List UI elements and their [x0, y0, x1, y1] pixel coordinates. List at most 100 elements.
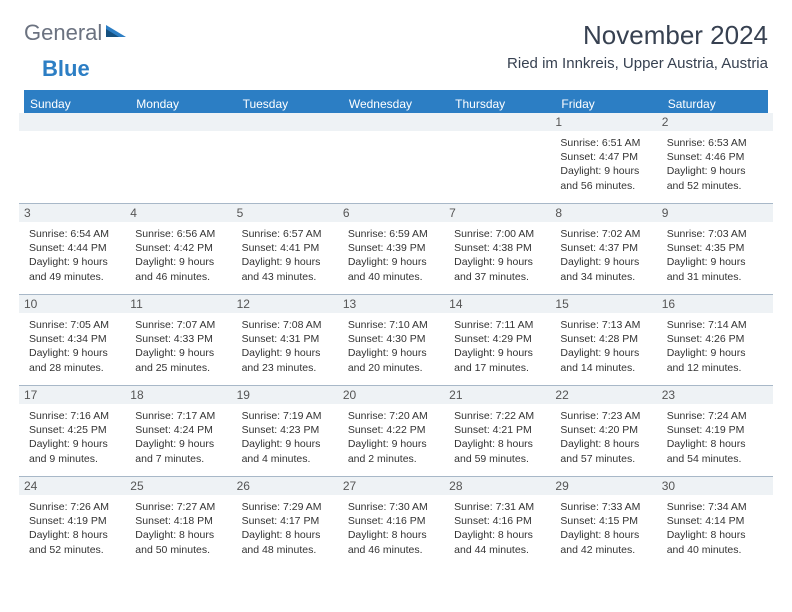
- day-sunrise: Sunrise: 7:22 AM: [454, 409, 550, 423]
- day-sunrise: Sunrise: 7:27 AM: [135, 500, 231, 514]
- day-sunrise: Sunrise: 7:30 AM: [348, 500, 444, 514]
- day-cell: [343, 134, 449, 206]
- day-sunset: Sunset: 4:30 PM: [348, 332, 444, 346]
- day-sunrise: Sunrise: 6:56 AM: [135, 227, 231, 241]
- day-sunset: Sunset: 4:44 PM: [29, 241, 125, 255]
- day-number: 12: [232, 294, 348, 313]
- day-cell: Sunrise: 6:54 AMSunset: 4:44 PMDaylight:…: [24, 225, 130, 297]
- day-number: 11: [125, 294, 241, 313]
- day-sunrise: Sunrise: 7:33 AM: [560, 500, 656, 514]
- day-number: 30: [657, 476, 773, 495]
- day-number: 24: [19, 476, 135, 495]
- day-sunrise: Sunrise: 7:07 AM: [135, 318, 231, 332]
- day-sunrise: Sunrise: 6:54 AM: [29, 227, 125, 241]
- day-sunrise: Sunrise: 7:11 AM: [454, 318, 550, 332]
- day-day1: Daylight: 8 hours: [348, 528, 444, 542]
- week-strip: 12: [24, 116, 768, 134]
- day-sunrise: Sunrise: 6:57 AM: [242, 227, 338, 241]
- day-day2: and 43 minutes.: [242, 270, 338, 284]
- day-day2: and 59 minutes.: [454, 452, 550, 466]
- day-sunset: Sunset: 4:15 PM: [560, 514, 656, 528]
- weeks-container: 12Sunrise: 6:51 AMSunset: 4:47 PMDayligh…: [24, 116, 768, 570]
- day-day1: Daylight: 9 hours: [29, 437, 125, 451]
- calendar: Sunday Monday Tuesday Wednesday Thursday…: [24, 90, 768, 570]
- day-cell: Sunrise: 7:10 AMSunset: 4:30 PMDaylight:…: [343, 316, 449, 388]
- day-cell: Sunrise: 7:03 AMSunset: 4:35 PMDaylight:…: [662, 225, 768, 297]
- week-strip: 17181920212223: [24, 388, 768, 407]
- day-sunset: Sunset: 4:38 PM: [454, 241, 550, 255]
- day-day2: and 9 minutes.: [29, 452, 125, 466]
- day-sunrise: Sunrise: 7:34 AM: [667, 500, 763, 514]
- day-cell: Sunrise: 7:17 AMSunset: 4:24 PMDaylight:…: [130, 407, 236, 479]
- day-day2: and 23 minutes.: [242, 361, 338, 375]
- day-sunset: Sunset: 4:14 PM: [667, 514, 763, 528]
- day-number: 5: [232, 203, 348, 222]
- day-number: 7: [444, 203, 560, 222]
- month-title: November 2024: [507, 20, 768, 51]
- day-cell: Sunrise: 7:14 AMSunset: 4:26 PMDaylight:…: [662, 316, 768, 388]
- day-cell: [24, 134, 130, 206]
- day-day1: Daylight: 9 hours: [242, 437, 338, 451]
- day-number: [19, 113, 135, 131]
- day-sunrise: Sunrise: 7:08 AM: [242, 318, 338, 332]
- day-number: 21: [444, 385, 560, 404]
- day-cell: Sunrise: 7:11 AMSunset: 4:29 PMDaylight:…: [449, 316, 555, 388]
- day-day1: Daylight: 8 hours: [667, 437, 763, 451]
- day-day2: and 37 minutes.: [454, 270, 550, 284]
- day-day1: Daylight: 9 hours: [348, 255, 444, 269]
- day-cell: Sunrise: 7:24 AMSunset: 4:19 PMDaylight:…: [662, 407, 768, 479]
- day-sunset: Sunset: 4:46 PM: [667, 150, 763, 164]
- day-cell: Sunrise: 7:34 AMSunset: 4:14 PMDaylight:…: [662, 498, 768, 570]
- day-sunset: Sunset: 4:42 PM: [135, 241, 231, 255]
- day-day1: Daylight: 8 hours: [560, 437, 656, 451]
- week-row: Sunrise: 7:05 AMSunset: 4:34 PMDaylight:…: [24, 316, 768, 388]
- day-day2: and 54 minutes.: [667, 452, 763, 466]
- day-sunset: Sunset: 4:19 PM: [667, 423, 763, 437]
- day-day1: Daylight: 8 hours: [454, 528, 550, 542]
- day-day1: Daylight: 9 hours: [667, 255, 763, 269]
- day-day2: and 50 minutes.: [135, 543, 231, 557]
- day-sunrise: Sunrise: 7:14 AM: [667, 318, 763, 332]
- day-day1: Daylight: 8 hours: [560, 528, 656, 542]
- day-sunrise: Sunrise: 7:03 AM: [667, 227, 763, 241]
- day-sunrise: Sunrise: 7:24 AM: [667, 409, 763, 423]
- day-day1: Daylight: 8 hours: [667, 528, 763, 542]
- day-sunrise: Sunrise: 7:02 AM: [560, 227, 656, 241]
- day-sunset: Sunset: 4:16 PM: [454, 514, 550, 528]
- day-cell: Sunrise: 6:57 AMSunset: 4:41 PMDaylight:…: [237, 225, 343, 297]
- day-day2: and 12 minutes.: [667, 361, 763, 375]
- day-day2: and 14 minutes.: [560, 361, 656, 375]
- day-cell: Sunrise: 6:59 AMSunset: 4:39 PMDaylight:…: [343, 225, 449, 297]
- day-sunset: Sunset: 4:23 PM: [242, 423, 338, 437]
- day-sunrise: Sunrise: 7:13 AM: [560, 318, 656, 332]
- logo-text-blue: Blue: [42, 56, 90, 82]
- week-row: Sunrise: 6:54 AMSunset: 4:44 PM Daylight:…: [24, 225, 768, 297]
- day-sunrise: Sunrise: 6:59 AM: [348, 227, 444, 241]
- day-day2: and 42 minutes.: [560, 543, 656, 557]
- day-day1: Daylight: 9 hours: [667, 164, 763, 178]
- day-sunrise: Sunrise: 7:23 AM: [560, 409, 656, 423]
- day-day2: and 31 minutes.: [667, 270, 763, 284]
- day-number: 27: [338, 476, 454, 495]
- day-cell: [237, 134, 343, 206]
- day-day1: Daylight: 9 hours: [29, 346, 125, 360]
- day-day1: Daylight: 8 hours: [454, 437, 550, 451]
- day-cell: Sunrise: 7:30 AMSunset: 4:16 PMDaylight:…: [343, 498, 449, 570]
- day-cell: Sunrise: 7:27 AMSunset: 4:18 PMDaylight:…: [130, 498, 236, 570]
- day-day2: and 56 minutes.: [560, 179, 656, 193]
- day-day2: and 34 minutes.: [560, 270, 656, 284]
- day-sunset: Sunset: 4:33 PM: [135, 332, 231, 346]
- day-sunrise: Sunrise: 7:16 AM: [29, 409, 125, 423]
- logo: General: [24, 20, 130, 46]
- day-day2: and 57 minutes.: [560, 452, 656, 466]
- day-cell: Sunrise: 7:23 AMSunset: 4:20 PMDaylight:…: [555, 407, 661, 479]
- day-cell: Sunrise: 7:31 AMSunset: 4:16 PMDaylight:…: [449, 498, 555, 570]
- day-day2: and 40 minutes.: [348, 270, 444, 284]
- day-number: 28: [444, 476, 560, 495]
- day-sunset: Sunset: 4:25 PM: [29, 423, 125, 437]
- day-number: 29: [550, 476, 666, 495]
- day-cell: [130, 134, 236, 206]
- day-day1: Daylight: 9 hours: [560, 164, 656, 178]
- day-day1: Daylight: 9 hours: [560, 346, 656, 360]
- day-number: 10: [19, 294, 135, 313]
